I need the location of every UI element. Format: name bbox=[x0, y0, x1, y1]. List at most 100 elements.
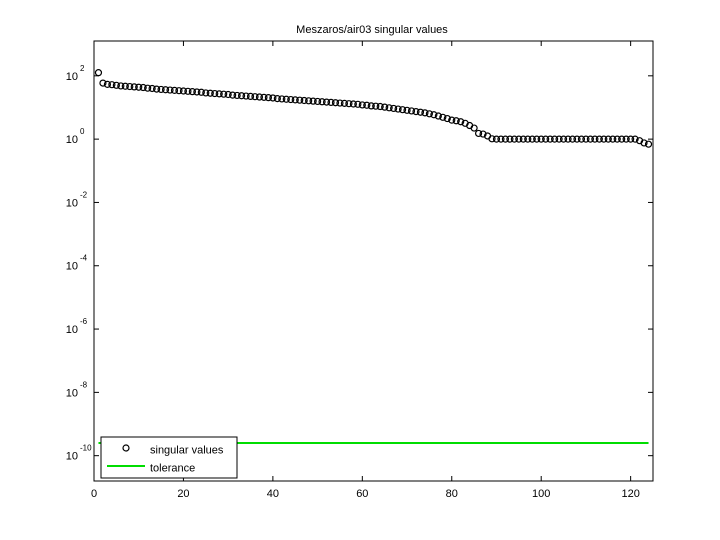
singular-value-point bbox=[577, 135, 586, 143]
singular-value-point bbox=[318, 98, 326, 106]
singular-value-point bbox=[139, 83, 147, 92]
singular-value-point bbox=[551, 135, 559, 143]
singular-value-point bbox=[296, 96, 304, 104]
y-tick-label: 10 bbox=[66, 197, 78, 209]
singular-value-point bbox=[470, 124, 478, 132]
singular-value-point bbox=[331, 99, 340, 107]
singular-value-point bbox=[425, 110, 433, 118]
singular-value-point bbox=[385, 104, 393, 112]
singular-value-point bbox=[381, 103, 389, 111]
singular-value-point bbox=[568, 135, 577, 143]
singular-value-point bbox=[372, 102, 380, 110]
singular-value-point bbox=[237, 92, 246, 100]
singular-value-point bbox=[398, 106, 407, 114]
singular-value-point bbox=[327, 98, 335, 107]
singular-value-point bbox=[144, 84, 152, 92]
singular-value-point bbox=[170, 86, 179, 94]
singular-value-point bbox=[349, 100, 357, 108]
x-tick-label: 0 bbox=[91, 488, 97, 500]
x-tick-label: 20 bbox=[177, 488, 189, 500]
singular-value-point bbox=[108, 81, 116, 89]
axes: 0 20 40 60 80 100 12010210010-210-410-610-810-… bbox=[66, 41, 653, 500]
singular-value-point bbox=[117, 82, 125, 90]
singular-value-point bbox=[121, 82, 129, 90]
singular-value-point bbox=[501, 135, 510, 143]
singular-value-point bbox=[103, 80, 112, 88]
x-tick-label: 100 bbox=[532, 488, 550, 500]
y-tick-label: 10 bbox=[66, 324, 78, 336]
singular-value-point bbox=[542, 135, 550, 143]
singular-value-point bbox=[229, 91, 237, 99]
singular-value-point bbox=[354, 100, 362, 108]
singular-value-point bbox=[622, 135, 630, 143]
singular-value-point bbox=[506, 135, 514, 143]
singular-value-point bbox=[363, 101, 371, 109]
plot-frame bbox=[93, 40, 654, 482]
singular-value-point bbox=[251, 93, 259, 101]
singular-value-point bbox=[618, 135, 626, 143]
singular-value-point bbox=[148, 84, 156, 93]
chart-title: Meszaros/air03 singular values bbox=[296, 24, 448, 36]
y-tick-label: 10 bbox=[66, 451, 78, 463]
singular-value-point bbox=[153, 85, 161, 93]
singular-value-point bbox=[197, 88, 205, 96]
singular-value-point bbox=[443, 114, 451, 123]
singular-value-point bbox=[586, 135, 594, 143]
singular-value-point bbox=[184, 87, 192, 95]
singular-value-point bbox=[452, 117, 460, 125]
singular-value-point bbox=[264, 94, 273, 102]
singular-value-point bbox=[367, 102, 375, 110]
singular-value-point bbox=[193, 88, 201, 96]
singular-value-point bbox=[479, 130, 487, 138]
singular-value-point bbox=[600, 135, 608, 143]
singular-value-point bbox=[99, 79, 107, 87]
singular-value-point bbox=[515, 135, 523, 143]
singular-value-point bbox=[631, 135, 639, 143]
singular-value-point bbox=[564, 135, 572, 143]
singular-value-point bbox=[627, 135, 635, 143]
singular-value-point bbox=[439, 113, 447, 121]
y-tick-exponent: -10 bbox=[80, 444, 92, 453]
singular-value-point bbox=[376, 102, 384, 111]
singular-value-point bbox=[188, 88, 196, 96]
singular-value-point bbox=[573, 135, 581, 143]
singular-value-point bbox=[336, 99, 344, 107]
singular-value-point bbox=[537, 135, 545, 143]
singular-value-point bbox=[640, 139, 648, 147]
y-tick-exponent: -4 bbox=[80, 254, 88, 263]
singular-value-point bbox=[390, 104, 398, 113]
singular-value-point bbox=[340, 99, 349, 107]
singular-value-point bbox=[215, 90, 223, 98]
singular-value-point bbox=[314, 97, 322, 106]
singular-value-point bbox=[591, 135, 599, 143]
singular-value-point bbox=[305, 97, 313, 105]
singular-value-point bbox=[644, 140, 653, 148]
singular-value-point bbox=[157, 85, 165, 94]
y-tick-exponent: 0 bbox=[80, 127, 85, 136]
legend: singular values tolerance bbox=[100, 436, 238, 479]
singular-value-point bbox=[559, 135, 568, 143]
singular-value-point bbox=[546, 135, 554, 143]
singular-value-point bbox=[211, 89, 219, 98]
singular-value-point bbox=[130, 83, 138, 91]
singular-value-point bbox=[510, 135, 518, 143]
singular-value-point bbox=[604, 135, 612, 143]
x-tick-label: 60 bbox=[356, 488, 368, 500]
legend-marker-singular-values bbox=[122, 444, 130, 452]
singular-value-point bbox=[291, 96, 299, 104]
singular-value-point bbox=[524, 135, 532, 143]
y-tick-label: 10 bbox=[66, 71, 78, 83]
singular-value-point bbox=[488, 135, 496, 143]
legend-box bbox=[100, 436, 238, 479]
x-tick-label: 40 bbox=[267, 488, 279, 500]
singular-value-point bbox=[497, 135, 505, 143]
singular-values-series bbox=[94, 69, 653, 148]
singular-value-point bbox=[202, 89, 210, 97]
singular-value-point bbox=[282, 95, 290, 103]
singular-value-point bbox=[220, 90, 228, 98]
singular-value-point bbox=[269, 94, 277, 102]
singular-value-point bbox=[300, 96, 308, 105]
x-tick-label: 120 bbox=[621, 488, 639, 500]
singular-value-point bbox=[528, 135, 536, 143]
